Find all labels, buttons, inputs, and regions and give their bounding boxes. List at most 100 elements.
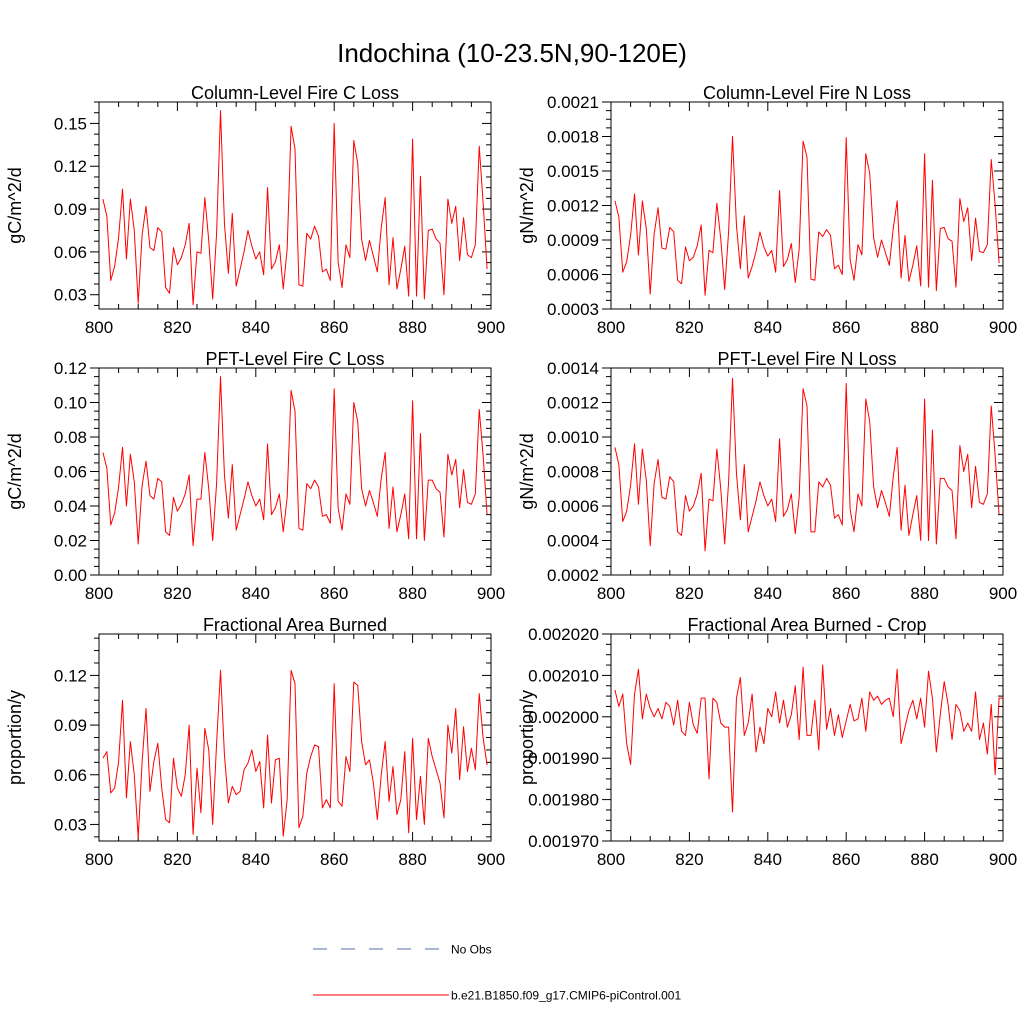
y-axis-label: gC/m^2/d — [5, 433, 25, 509]
panel-5: Fractional Area Burned proportion/y 800 820… — [5, 615, 505, 869]
y-tick-label: 0.0004 — [547, 532, 599, 551]
legend-obs-label: No Obs — [451, 943, 492, 957]
y-tick-label: 0.12 — [54, 157, 87, 176]
y-axis-label: gN/m^2/d — [517, 433, 537, 509]
x-tick-label: 860 — [832, 584, 860, 603]
x-tick-label: 900 — [989, 318, 1017, 337]
y-tick-label: 0.04 — [54, 497, 87, 516]
x-tick-label: 820 — [163, 318, 191, 337]
y-tick-label: 0.02 — [54, 532, 87, 551]
x-tick-label: 820 — [675, 850, 703, 869]
panel-title: Fractional Area Burned — [203, 615, 387, 635]
y-tick-label: 0.15 — [54, 114, 87, 133]
panel-title: PFT-Level Fire C Loss — [205, 349, 384, 369]
x-tick-label: 820 — [163, 584, 191, 603]
x-tick-label: 800 — [597, 850, 625, 869]
y-tick-label: 0.09 — [54, 200, 87, 219]
y-tick-label: 0.0009 — [547, 231, 599, 250]
y-tick-label: 0.09 — [54, 716, 87, 735]
x-tick-label: 800 — [85, 318, 113, 337]
plot-frame — [610, 101, 1004, 310]
y-tick-label: 0.03 — [54, 286, 87, 305]
y-tick-label: 0.0006 — [547, 497, 599, 516]
y-tick-label: 0.0002 — [547, 566, 599, 585]
x-tick-label: 900 — [477, 318, 505, 337]
panel-4: PFT-Level Fire N Loss gN/m^2/d 800 820 840 86… — [517, 349, 1017, 603]
y-axis-label: proportion/y — [5, 690, 25, 785]
y-tick-label: 0.0003 — [547, 300, 599, 319]
figure-title: Indochina (10-23.5N,90-120E) — [337, 38, 687, 68]
y-tick-label: 0.001990 — [528, 749, 599, 768]
y-tick-label: 0.002020 — [528, 625, 599, 644]
x-tick-label: 880 — [398, 318, 426, 337]
series-line-model — [102, 110, 488, 306]
y-tick-label: 0.10 — [54, 394, 87, 413]
y-tick-label: 0.0015 — [547, 162, 599, 181]
y-axis-label: gC/m^2/d — [5, 167, 25, 243]
x-tick-label: 840 — [242, 318, 270, 337]
x-tick-label: 840 — [754, 318, 782, 337]
x-tick-label: 880 — [398, 584, 426, 603]
panel-title: Fractional Area Burned - Crop — [687, 615, 926, 635]
y-tick-label: 0.12 — [54, 359, 87, 378]
x-tick-label: 840 — [754, 584, 782, 603]
panel-6: Fractional Area Burned - Crop proportion/… — [517, 615, 1017, 869]
x-tick-label: 800 — [85, 850, 113, 869]
plot-frame — [610, 367, 1004, 576]
y-tick-label: 0.06 — [54, 766, 87, 785]
x-tick-label: 840 — [754, 850, 782, 869]
panel-1: Column-Level Fire C Loss gC/m^2/d 800 820 84… — [5, 83, 505, 337]
x-tick-label: 900 — [477, 584, 505, 603]
x-tick-label: 840 — [242, 584, 270, 603]
panel-title: Column-Level Fire N Loss — [703, 83, 911, 103]
legend-model-label: b.e21.B1850.f09_g17.CMIP6-piControl.001 — [451, 989, 681, 1003]
series-line-model — [102, 669, 488, 839]
y-tick-label: 0.001970 — [528, 832, 599, 851]
y-tick-label: 0.06 — [54, 243, 87, 262]
y-axis-label: gN/m^2/d — [517, 167, 537, 243]
y-tick-label: 0.0012 — [547, 394, 599, 413]
x-tick-label: 800 — [597, 318, 625, 337]
panel-2: Column-Level Fire N Loss gN/m^2/d 800 820 84… — [517, 83, 1017, 337]
y-tick-label: 0.0006 — [547, 266, 599, 285]
x-tick-label: 900 — [477, 850, 505, 869]
y-tick-label: 0.002010 — [528, 666, 599, 685]
x-tick-label: 880 — [398, 850, 426, 869]
series-line-model — [614, 377, 1000, 552]
panel-title: PFT-Level Fire N Loss — [717, 349, 896, 369]
y-tick-label: 0.08 — [54, 428, 87, 447]
y-tick-label: 0.002000 — [528, 708, 599, 727]
x-tick-label: 860 — [320, 850, 348, 869]
x-tick-label: 860 — [832, 850, 860, 869]
x-tick-label: 880 — [910, 850, 938, 869]
legend: No Obs b.e21.B1850.f09_g17.CMIP6-piContr… — [313, 943, 681, 1003]
y-tick-label: 0.06 — [54, 463, 87, 482]
panel-3: PFT-Level Fire C Loss gC/m^2/d 800 820 840 86… — [5, 349, 505, 603]
y-tick-label: 0.0018 — [547, 128, 599, 147]
x-tick-label: 880 — [910, 584, 938, 603]
y-tick-label: 0.00 — [54, 566, 87, 585]
x-tick-label: 820 — [675, 318, 703, 337]
panel-title: Column-Level Fire C Loss — [191, 83, 399, 103]
series-line-model — [102, 376, 488, 547]
x-tick-label: 880 — [910, 318, 938, 337]
x-tick-label: 900 — [989, 584, 1017, 603]
x-tick-label: 900 — [989, 850, 1017, 869]
x-tick-label: 820 — [163, 850, 191, 869]
plot-frame — [98, 101, 492, 310]
y-tick-label: 0.001980 — [528, 791, 599, 810]
panels: Column-Level Fire C Loss gC/m^2/d 800 820 84… — [5, 83, 1017, 869]
x-tick-label: 860 — [832, 318, 860, 337]
y-tick-label: 0.12 — [54, 666, 87, 685]
x-tick-label: 860 — [320, 318, 348, 337]
y-tick-label: 0.0014 — [547, 359, 599, 378]
x-tick-label: 860 — [320, 584, 348, 603]
y-tick-label: 0.03 — [54, 815, 87, 834]
y-tick-label: 0.0008 — [547, 463, 599, 482]
y-axis-label: proportion/y — [517, 690, 537, 785]
x-tick-label: 840 — [242, 850, 270, 869]
series-line-model — [614, 664, 1003, 813]
y-tick-label: 0.0012 — [547, 197, 599, 216]
plot-frame — [610, 633, 1004, 842]
